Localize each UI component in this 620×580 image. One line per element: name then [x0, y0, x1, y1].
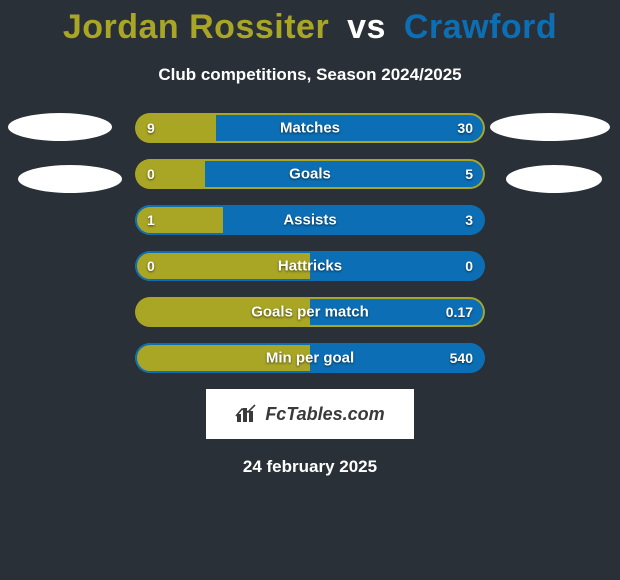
decorative-ellipse	[490, 113, 610, 141]
stat-row: Min per goal 540	[135, 343, 485, 373]
stat-label: Matches	[280, 120, 340, 137]
bar-right	[223, 205, 486, 235]
footer-badge: FcTables.com	[206, 389, 414, 439]
stats-chart: 9Matches300Goals51Assists30Hattricks0Goa…	[0, 113, 620, 373]
stat-value-left: 9	[147, 120, 155, 136]
bar-left	[135, 159, 205, 189]
stat-value-right: 30	[457, 120, 473, 136]
subtitle: Club competitions, Season 2024/2025	[0, 65, 620, 85]
stat-row: 0 Hattricks 0	[135, 251, 485, 281]
decorative-ellipse	[506, 165, 602, 193]
stat-label: Goals	[289, 166, 331, 183]
stat-label: Min per goal	[266, 350, 354, 367]
stat-value-right: 540	[450, 350, 473, 366]
comparison-title: Jordan Rossiter vs Crawford	[0, 0, 620, 47]
stat-value-left: 0	[147, 258, 155, 274]
decorative-ellipse	[8, 113, 112, 141]
stat-row: Goals per match 0.17	[135, 297, 485, 327]
stat-value-left: 0	[147, 166, 155, 182]
vs-text: vs	[347, 8, 386, 46]
footer-logo-text: FcTables.com	[265, 404, 384, 425]
stat-label: Hattricks	[278, 258, 342, 275]
bar-right	[205, 159, 485, 189]
player1-name: Jordan Rossiter	[63, 8, 329, 46]
stat-label: Goals per match	[251, 304, 369, 321]
stat-value-right: 3	[465, 212, 473, 228]
bar-chart-icon	[235, 404, 259, 424]
stat-value-right: 0.17	[446, 304, 473, 320]
stat-row: 1 Assists 3	[135, 205, 485, 235]
stat-value-right: 5	[465, 166, 473, 182]
stat-label: Assists	[283, 212, 336, 229]
stat-value-right: 0	[465, 258, 473, 274]
stat-row: 9 Matches 30	[135, 113, 485, 143]
player2-name: Crawford	[404, 8, 557, 46]
date-text: 24 february 2025	[0, 457, 620, 477]
stat-value-left: 1	[147, 212, 155, 228]
decorative-ellipse	[18, 165, 122, 193]
bar-right	[216, 113, 485, 143]
stat-row: 0 Goals 5	[135, 159, 485, 189]
